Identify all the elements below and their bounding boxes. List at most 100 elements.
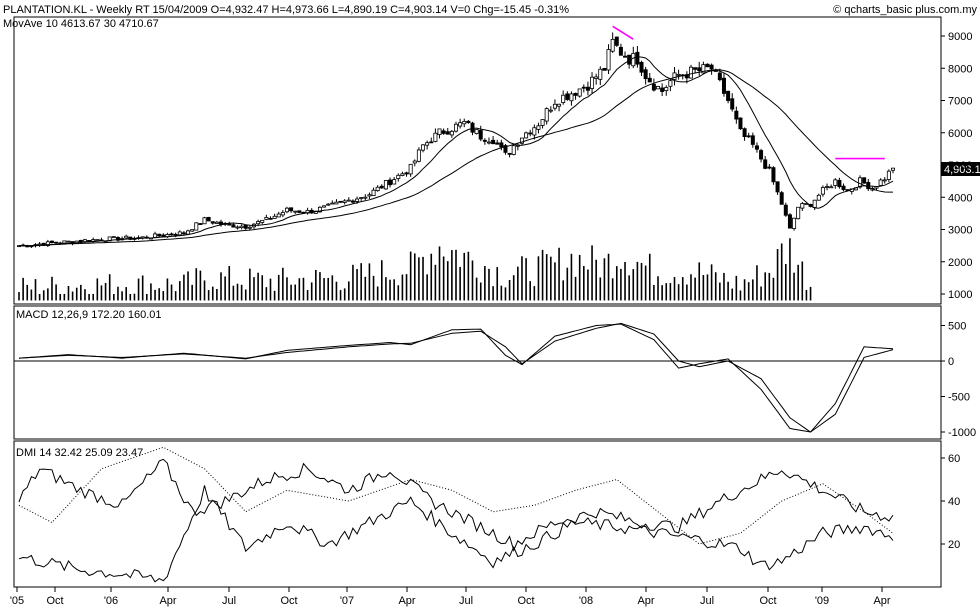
candle-body [862,177,867,184]
candle-body [408,163,413,175]
candle-body [833,179,838,186]
candle-body [186,230,191,235]
candle-body [157,233,162,237]
candle-body [656,86,661,90]
candle-body [511,145,516,155]
candle-body [322,205,327,208]
candle-body [470,122,475,133]
candle-body [816,194,821,201]
dmi-title: DMI 14 32.42 25.09 23.47 [16,447,143,459]
candle-body [392,179,397,185]
candle-body [111,236,116,239]
x-tick-label: '08 [579,595,593,607]
candle-body [441,130,446,134]
candle-body [453,123,458,132]
candle-body [458,122,463,127]
candle-body [478,130,483,140]
candle-body [697,67,702,72]
candle-body [499,142,504,148]
candle-body [734,110,739,120]
dmi-minus-di-line [18,485,894,583]
candle-body [210,221,215,224]
candle-body [190,229,195,232]
candle-body [730,98,735,110]
candle-body [635,51,640,65]
price-y-tick-label: 2000 [948,257,972,269]
x-tick-label: Oct [280,595,297,607]
candle-body [540,119,545,126]
trendline-2008-peak [612,25,634,40]
candle-body [631,53,636,67]
candle-body [169,233,174,236]
axis-labels: 9000800070006000500040003000200010005000… [10,31,976,607]
candle-body [429,141,434,144]
candle-body [367,194,372,197]
dmi-lines [18,446,894,583]
candle-body [573,92,578,96]
candle-body [412,160,417,164]
candle-body [206,216,211,222]
candle-body [519,137,524,144]
candle-body [396,174,401,179]
candle-body [841,185,846,191]
x-tick-label: '07 [340,595,354,607]
candle-body [557,103,562,107]
candle-body [878,179,883,186]
candle-body [219,221,224,225]
dmi-adx-line [18,446,894,545]
candle-body [280,212,285,216]
candle-body [462,121,467,125]
x-tick-label: Oct [46,595,63,607]
price-y-tick-label: 8000 [948,63,972,75]
candle-body [173,233,178,236]
candle-body [548,109,553,112]
candle-body [623,55,628,58]
candle-body [243,225,248,229]
candle-body [738,117,743,130]
candle-body [45,241,50,247]
candle-body [767,166,772,169]
candle-body [227,223,232,226]
candlesticks [16,32,896,249]
candle-body [705,63,710,68]
candle-body [284,207,289,213]
candle-body [771,167,776,183]
candle-body [350,200,355,203]
candle-body [326,203,331,206]
candle-body [672,72,677,80]
candle-body [272,215,277,219]
x-tick-label: Apr [637,595,654,607]
candle-body [721,77,726,94]
dmi-y-tick-label: 40 [948,496,960,508]
candle-body [379,185,384,189]
candle-body [421,144,426,151]
candle-body [466,120,471,124]
price-y-tick-label: 6000 [948,128,972,140]
candle-body [590,76,595,89]
candle-body [293,210,298,213]
candle-body [202,217,207,225]
candle-body [585,86,590,91]
candle-body [383,180,388,190]
x-tick-label: Apr [873,595,890,607]
candle-body [503,145,508,153]
candle-body [342,200,347,203]
dmi-panel [13,440,942,588]
candle-body [651,83,656,91]
candle-body [82,239,87,243]
candle-body [62,240,67,244]
candle-body [375,186,380,192]
price-y-tick-label: 4000 [948,192,972,204]
candle-body [78,239,83,243]
candle-body [668,80,673,87]
macd-lines [14,322,941,433]
price-y-tick-label: 7000 [948,96,972,108]
candle-body [449,130,454,136]
candle-body [425,142,430,146]
candle-body [239,225,244,229]
x-tick-label: Jul [222,595,236,607]
candle-body [433,132,438,142]
candle-body [726,90,731,101]
candle-body [676,73,681,76]
x-tick-label: Oct [759,595,776,607]
